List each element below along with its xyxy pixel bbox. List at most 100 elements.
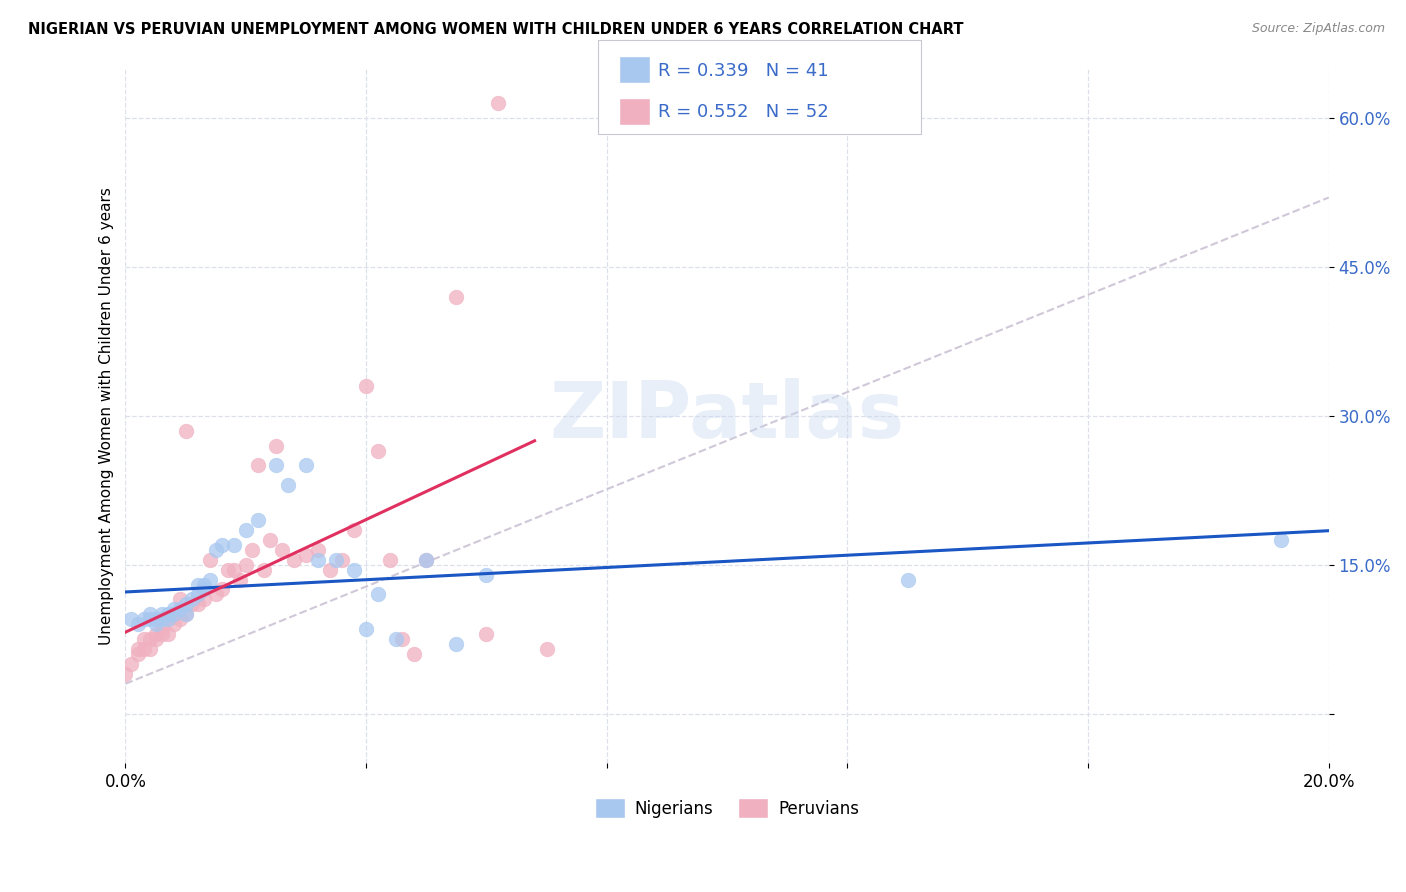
Point <box>150 622 173 636</box>
Point <box>180 592 202 607</box>
Point <box>415 552 437 566</box>
Point <box>145 617 167 632</box>
Point <box>246 458 269 473</box>
Point <box>193 577 215 591</box>
Point <box>211 538 233 552</box>
Point <box>121 657 143 671</box>
Point <box>127 642 149 657</box>
Point <box>319 563 342 577</box>
Point <box>132 642 155 657</box>
Point <box>404 647 426 661</box>
Point <box>277 478 299 492</box>
Point <box>222 563 245 577</box>
Point <box>162 607 184 622</box>
Point <box>222 538 245 552</box>
Point <box>330 552 353 566</box>
Point <box>138 607 160 622</box>
Point <box>343 563 366 577</box>
Point <box>127 647 149 661</box>
Point <box>156 627 179 641</box>
Point <box>367 587 389 601</box>
Point <box>343 523 366 537</box>
Point <box>145 627 167 641</box>
Point <box>132 612 155 626</box>
Point <box>187 587 209 601</box>
Point <box>283 552 305 566</box>
Text: Source: ZipAtlas.com: Source: ZipAtlas.com <box>1251 22 1385 36</box>
Point <box>354 622 377 636</box>
Point <box>1270 533 1292 547</box>
Point <box>174 598 197 612</box>
Point <box>475 627 498 641</box>
Point <box>138 612 160 626</box>
Point <box>174 607 197 622</box>
Point <box>114 666 136 681</box>
Text: ZIPatlas: ZIPatlas <box>550 378 904 454</box>
Point <box>295 548 318 562</box>
Point <box>162 617 184 632</box>
Point <box>193 582 215 597</box>
Point <box>897 573 920 587</box>
Point <box>217 563 239 577</box>
Point <box>169 592 191 607</box>
Point <box>475 567 498 582</box>
Point <box>150 612 173 626</box>
Point <box>162 607 184 622</box>
Point <box>169 612 191 626</box>
Point <box>259 533 281 547</box>
Text: NIGERIAN VS PERUVIAN UNEMPLOYMENT AMONG WOMEN WITH CHILDREN UNDER 6 YEARS CORREL: NIGERIAN VS PERUVIAN UNEMPLOYMENT AMONG … <box>28 22 963 37</box>
Point <box>145 612 167 626</box>
Point <box>385 632 408 646</box>
Point <box>264 439 287 453</box>
Point <box>187 577 209 591</box>
Point <box>235 558 257 572</box>
Point <box>446 290 468 304</box>
Point <box>132 632 155 646</box>
Point <box>307 552 329 566</box>
Point <box>380 552 402 566</box>
Point <box>198 573 221 587</box>
Point <box>295 458 318 473</box>
Point <box>367 443 389 458</box>
Point <box>240 542 263 557</box>
Text: R = 0.339   N = 41: R = 0.339 N = 41 <box>658 62 828 80</box>
Point <box>180 598 202 612</box>
Point <box>307 542 329 557</box>
Point <box>253 563 276 577</box>
Point <box>198 552 221 566</box>
Point <box>354 379 377 393</box>
Point <box>391 632 413 646</box>
Point <box>187 598 209 612</box>
Point <box>270 542 292 557</box>
Point <box>193 592 215 607</box>
Point <box>204 587 226 601</box>
Point <box>121 612 143 626</box>
Point <box>145 632 167 646</box>
Point <box>446 637 468 651</box>
Point <box>264 458 287 473</box>
Point <box>229 573 252 587</box>
Point <box>156 612 179 626</box>
Point <box>156 607 179 622</box>
Point <box>488 96 510 111</box>
Point <box>138 632 160 646</box>
Point <box>415 552 437 566</box>
Legend: Nigerians, Peruvians: Nigerians, Peruvians <box>588 792 866 824</box>
Point <box>150 627 173 641</box>
Point <box>536 642 558 657</box>
Point <box>169 602 191 616</box>
Point <box>127 617 149 632</box>
Point <box>162 602 184 616</box>
Point <box>204 542 226 557</box>
Point <box>138 642 160 657</box>
Point <box>150 607 173 622</box>
Point <box>211 582 233 597</box>
Point <box>174 607 197 622</box>
Point <box>156 612 179 626</box>
Point <box>246 513 269 527</box>
Point <box>174 424 197 438</box>
Point <box>235 523 257 537</box>
Point <box>325 552 347 566</box>
Y-axis label: Unemployment Among Women with Children Under 6 years: Unemployment Among Women with Children U… <box>100 187 114 645</box>
Text: R = 0.552   N = 52: R = 0.552 N = 52 <box>658 103 828 120</box>
